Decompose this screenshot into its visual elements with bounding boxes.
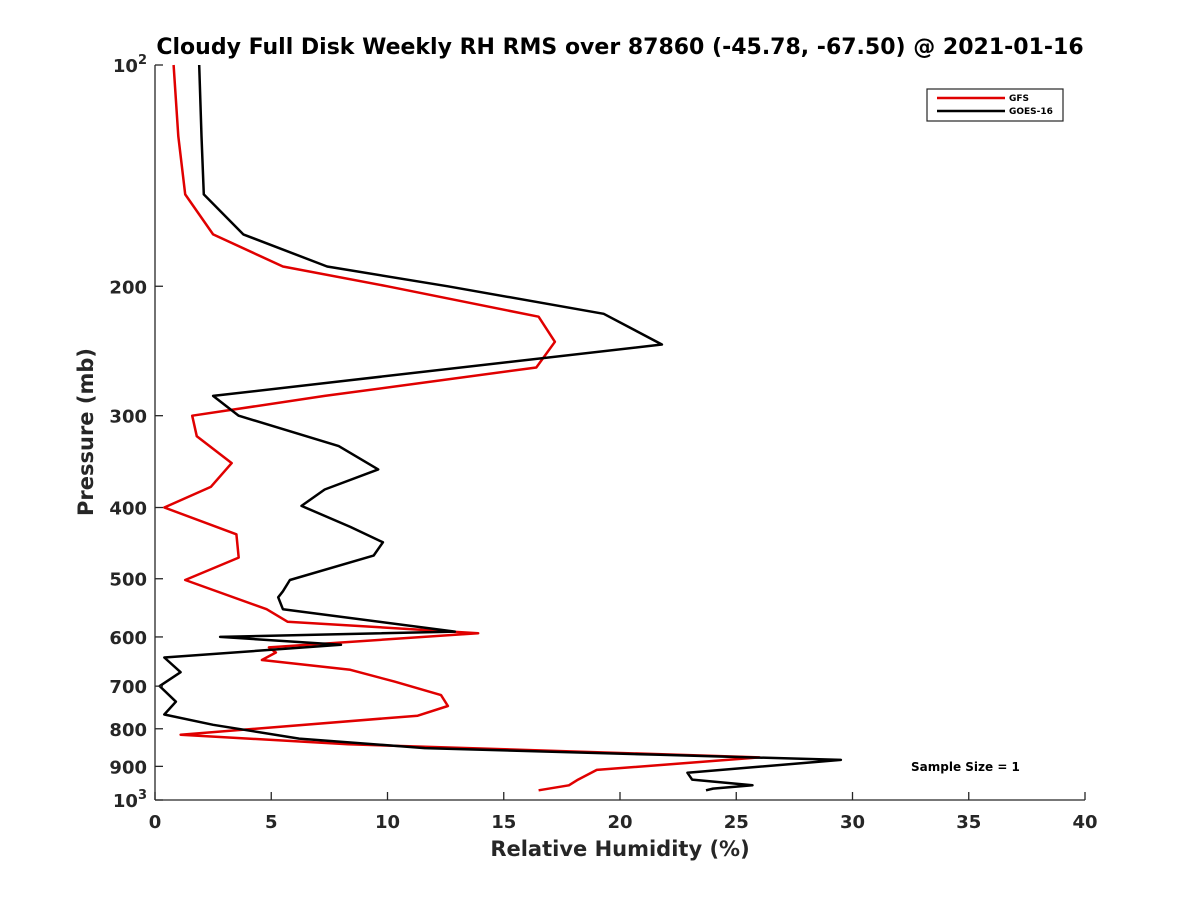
series-line-goes16 bbox=[158, 64, 843, 792]
series-line-gfs bbox=[163, 64, 761, 792]
x-tick-label: 10 bbox=[375, 812, 400, 833]
plot-area bbox=[158, 64, 843, 792]
y-tick-exponent: 3 bbox=[138, 788, 147, 803]
x-tick-label: 25 bbox=[724, 812, 749, 833]
y-tick-label: 300 bbox=[109, 407, 147, 428]
y-tick-label: 900 bbox=[109, 757, 147, 778]
sample-size-annotation: Sample Size = 1 bbox=[911, 760, 1020, 774]
x-tick-label: 40 bbox=[1072, 812, 1097, 833]
y-tick-label: 103 bbox=[113, 788, 147, 812]
x-tick-label: 0 bbox=[149, 812, 162, 833]
y-tick-base: 10 bbox=[113, 56, 138, 77]
y-tick-label: 200 bbox=[109, 277, 147, 298]
y-tick-exponent: 2 bbox=[138, 53, 147, 68]
y-tick-label: 400 bbox=[109, 499, 147, 520]
y-tick-label: 700 bbox=[109, 677, 147, 698]
y-tick-label: 500 bbox=[109, 570, 147, 591]
y-tick-label: 800 bbox=[109, 720, 147, 741]
legend: GFS GOES-16 bbox=[926, 88, 1064, 122]
legend-label-goes16: GOES-16 bbox=[1009, 107, 1053, 117]
x-tick-label: 5 bbox=[265, 812, 278, 833]
x-tick-label: 30 bbox=[840, 812, 865, 833]
chart-title: Cloudy Full Disk Weekly RH RMS over 8786… bbox=[156, 35, 1083, 60]
y-tick-base: 10 bbox=[113, 791, 138, 812]
y-tick-label: 600 bbox=[109, 628, 147, 649]
x-ticks: 0 5 10 15 20 25 30 35 40 bbox=[149, 792, 1098, 833]
x-axis-label: Relative Humidity (%) bbox=[490, 837, 749, 861]
y-axis-label: Pressure (mb) bbox=[74, 348, 98, 516]
x-tick-label: 15 bbox=[491, 812, 516, 833]
x-tick-label: 35 bbox=[956, 812, 981, 833]
legend-box bbox=[926, 88, 1064, 122]
legend-label-gfs: GFS bbox=[1009, 94, 1029, 104]
x-tick-label: 20 bbox=[607, 812, 632, 833]
y-tick-label: 102 bbox=[113, 53, 147, 77]
